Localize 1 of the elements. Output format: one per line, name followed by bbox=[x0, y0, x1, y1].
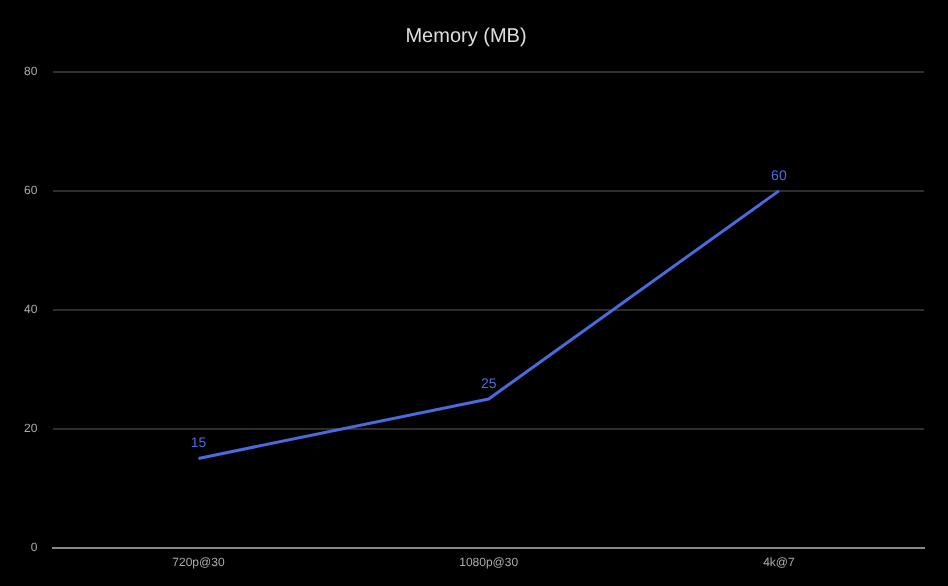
chart-title: Memory (MB) bbox=[405, 25, 527, 48]
